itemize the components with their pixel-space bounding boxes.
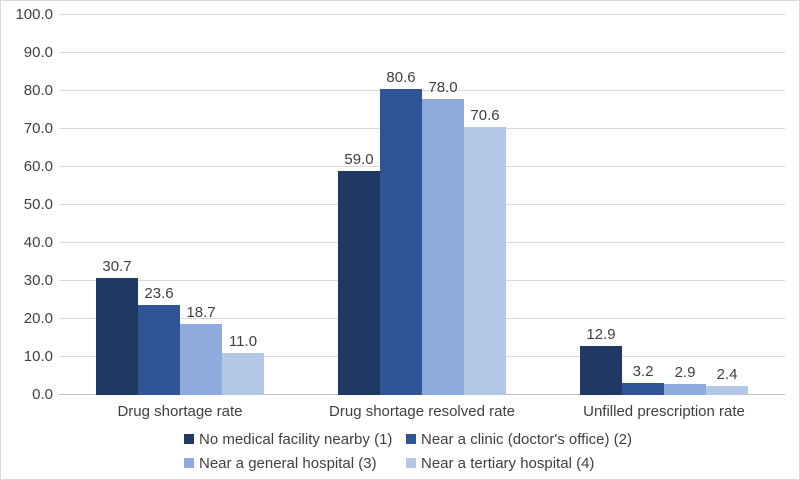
y-tick-label: 70.0 bbox=[23, 120, 53, 137]
gridline bbox=[59, 52, 785, 53]
category-label: Unfilled prescription rate bbox=[583, 403, 745, 420]
bar-series-2 bbox=[622, 383, 664, 395]
bar-series-1 bbox=[96, 278, 138, 395]
legend-marker-icon bbox=[406, 458, 416, 468]
legend: No medical facility nearby (1) Near a cli… bbox=[184, 427, 632, 475]
bar-value-label: 70.6 bbox=[470, 107, 500, 124]
y-tick-label: 40.0 bbox=[23, 234, 53, 251]
bar-value-label: 30.7 bbox=[102, 258, 132, 275]
legend-marker-icon bbox=[406, 434, 416, 444]
y-tick-label: 0.0 bbox=[32, 386, 53, 403]
bar-series-4 bbox=[706, 386, 748, 395]
gridline bbox=[59, 14, 785, 15]
bar-value-label: 18.7 bbox=[186, 304, 216, 321]
bar-value-label: 11.0 bbox=[228, 333, 258, 350]
bar-series-1 bbox=[338, 171, 380, 395]
legend-item: No medical facility nearby (1) bbox=[184, 427, 406, 451]
legend-item: Near a clinic (doctor's office) (2) bbox=[406, 427, 632, 451]
bar-series-3 bbox=[664, 384, 706, 395]
bar-value-label: 2.9 bbox=[674, 364, 696, 381]
y-tick-label: 30.0 bbox=[23, 272, 53, 289]
legend-marker-icon bbox=[184, 458, 194, 468]
category-label: Drug shortage resolved rate bbox=[329, 403, 515, 420]
legend-item: Near a tertiary hospital (4) bbox=[406, 451, 632, 475]
y-tick-label: 20.0 bbox=[23, 310, 53, 327]
bar-value-label: 78.0 bbox=[428, 79, 458, 96]
y-tick-label: 100.0 bbox=[15, 6, 53, 23]
y-tick-label: 80.0 bbox=[23, 82, 53, 99]
legend-label: No medical facility nearby (1) bbox=[199, 430, 393, 448]
bar-value-label: 80.6 bbox=[386, 69, 416, 86]
category-label: Drug shortage rate bbox=[117, 403, 243, 420]
legend-marker-icon bbox=[184, 434, 194, 444]
legend-label: Near a tertiary hospital (4) bbox=[421, 454, 595, 472]
bar-series-2 bbox=[138, 305, 180, 395]
bar-value-label: 12.9 bbox=[586, 326, 616, 343]
bar-value-label: 2.4 bbox=[716, 366, 738, 383]
bar-series-2 bbox=[380, 89, 422, 395]
bar-series-3 bbox=[180, 324, 222, 395]
y-tick-label: 50.0 bbox=[23, 196, 53, 213]
legend-label: Near a clinic (doctor's office) (2) bbox=[421, 430, 632, 448]
y-tick-label: 10.0 bbox=[23, 348, 53, 365]
bar-value-label: 3.2 bbox=[632, 363, 654, 380]
legend-item: Near a general hospital (3) bbox=[184, 451, 406, 475]
bar-series-4 bbox=[464, 127, 506, 395]
bar-value-label: 59.0 bbox=[344, 151, 374, 168]
bar-series-3 bbox=[422, 99, 464, 395]
legend-label: Near a general hospital (3) bbox=[199, 454, 377, 472]
y-tick-label: 90.0 bbox=[23, 44, 53, 61]
bar-value-label: 23.6 bbox=[144, 285, 174, 302]
bar-series-4 bbox=[222, 353, 264, 395]
y-tick-label: 60.0 bbox=[23, 158, 53, 175]
bar-series-1 bbox=[580, 346, 622, 395]
